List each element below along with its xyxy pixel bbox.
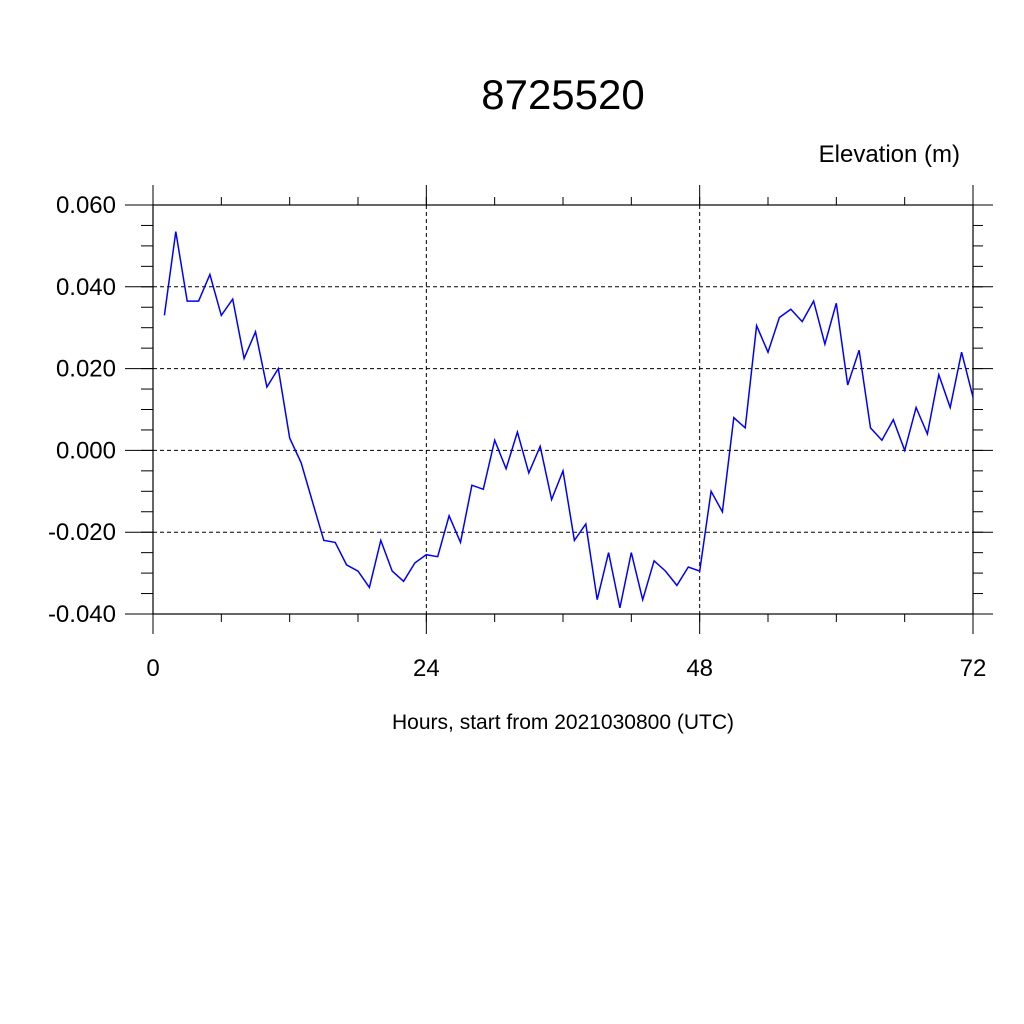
x-tick-label: 0 bbox=[146, 655, 159, 682]
tick-labels: -0.040 -0.020 0.000 0.020 0.040 0.060 0 24 48 72 bbox=[48, 192, 986, 682]
y-tick-label: 0.060 bbox=[56, 192, 116, 219]
y-tick-label: -0.020 bbox=[48, 519, 116, 546]
x-tick-label: 24 bbox=[413, 655, 440, 682]
plot-frame bbox=[152, 204, 974, 615]
elevation-series-line bbox=[163, 231, 974, 609]
chart-title: 8725520 bbox=[481, 71, 645, 118]
y-tick-label: 0.000 bbox=[56, 437, 116, 464]
y-tick-label: -0.040 bbox=[48, 601, 116, 628]
x-tick-label: 72 bbox=[960, 655, 987, 682]
x-axis-label: Hours, start from 2021030800 (UTC) bbox=[392, 711, 734, 734]
y-tick-label: 0.020 bbox=[56, 356, 116, 383]
x-tick-label: 48 bbox=[686, 655, 713, 682]
axis-ticks bbox=[125, 185, 993, 634]
y-tick-label: 0.040 bbox=[56, 274, 116, 301]
units-label: Elevation (m) bbox=[819, 141, 960, 168]
grid-lines bbox=[152, 204, 974, 615]
